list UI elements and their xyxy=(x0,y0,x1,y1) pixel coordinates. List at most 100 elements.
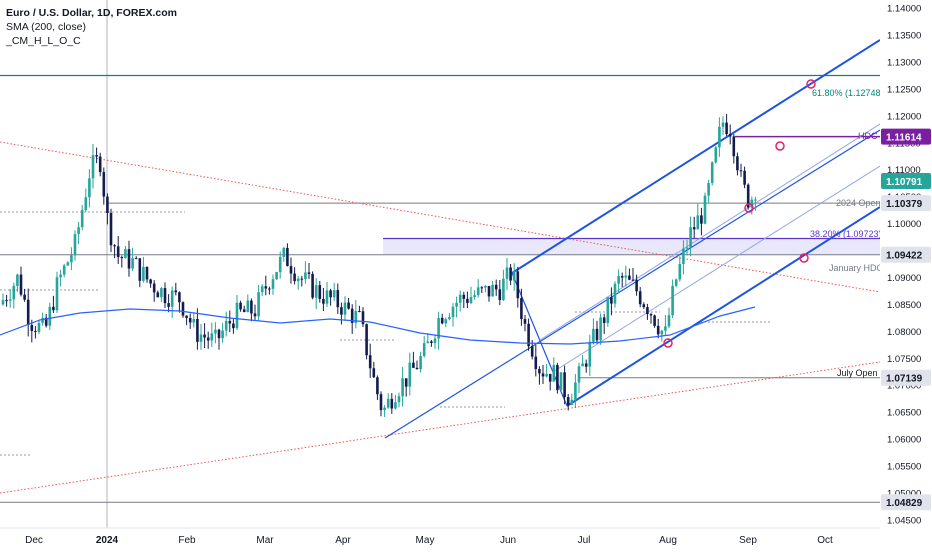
candle-body-17 xyxy=(62,265,66,275)
sma-200-line xyxy=(0,306,756,345)
candle-body-175 xyxy=(631,279,635,281)
candle-body-32 xyxy=(116,246,120,258)
fib-zone xyxy=(383,238,880,255)
candle-body-141 xyxy=(509,267,512,281)
candle-body-49 xyxy=(178,292,181,303)
candle-body-169 xyxy=(610,297,613,304)
candle-body-136 xyxy=(491,284,494,297)
candle-body-82 xyxy=(296,278,300,282)
y-tick-15: 1.12000 xyxy=(887,111,921,122)
candle-body-47 xyxy=(170,290,174,307)
x-tick-9: Sep xyxy=(739,535,757,546)
candle-body-40 xyxy=(145,266,149,280)
candle-body-109 xyxy=(394,402,397,409)
candle-body-60 xyxy=(217,329,221,339)
candle-body-37 xyxy=(134,258,138,260)
candle-body-57 xyxy=(206,337,210,341)
candle-body-33 xyxy=(120,257,124,259)
chart-legend: Euro / U.S. Dollar, 1D, FOREX.com SMA (2… xyxy=(6,6,177,48)
price-label-low-level: 1.04829 xyxy=(886,498,923,509)
candle-body-134 xyxy=(484,285,487,288)
y-tick-18: 1.13500 xyxy=(887,31,921,42)
legend-symbol: Euro / U.S. Dollar, 1D, FOREX.com xyxy=(6,7,177,19)
candle-body-98 xyxy=(354,311,358,323)
candle-body-44 xyxy=(160,288,163,298)
candle-body-143 xyxy=(516,271,520,299)
price-label-january-hdc: 1.09422 xyxy=(886,251,923,262)
level-marker-3 xyxy=(663,338,673,348)
candle-body-192 xyxy=(692,227,696,230)
candle-body-45 xyxy=(163,288,167,304)
candle-body-102 xyxy=(368,355,372,369)
candle-body-127 xyxy=(458,294,462,303)
candle-body-181 xyxy=(653,315,656,326)
candle-body-120 xyxy=(433,338,437,343)
candle-body-111 xyxy=(401,378,404,397)
candle-body-3 xyxy=(12,285,16,300)
candle-body-5 xyxy=(19,274,23,295)
channel-quarter-lower xyxy=(552,165,880,373)
candle-body-125 xyxy=(451,306,455,317)
candle-body-66 xyxy=(239,302,242,310)
candle-body-48 xyxy=(174,290,178,293)
candle-body-164 xyxy=(592,328,595,342)
candle-body-70 xyxy=(253,313,257,317)
candle-body-34 xyxy=(124,249,127,259)
candle-body-205 xyxy=(739,170,743,172)
candle-body-156 xyxy=(563,372,566,397)
y-tick-19: 1.14000 xyxy=(887,4,921,15)
candle-body-117 xyxy=(422,343,426,357)
candle-body-174 xyxy=(628,275,631,280)
price-label-bg-2024-open xyxy=(881,195,931,212)
candle-body-138 xyxy=(498,289,502,301)
candle-body-65 xyxy=(235,302,239,329)
candle-body-183 xyxy=(660,330,664,335)
candle-body-13 xyxy=(48,306,52,326)
candle-body-96 xyxy=(347,302,350,309)
candle-body-193 xyxy=(696,215,700,230)
descending-trendline xyxy=(0,141,880,293)
candle-body-67 xyxy=(242,309,246,313)
candle-body-197 xyxy=(710,162,714,184)
candle-body-116 xyxy=(419,356,422,370)
candle-body-131 xyxy=(473,295,476,298)
candle-body-43 xyxy=(156,292,160,298)
candle-body-172 xyxy=(620,276,624,278)
candle-body-184 xyxy=(664,326,667,331)
candle-body-173 xyxy=(624,275,628,278)
candle-body-99 xyxy=(358,311,361,313)
candle-body-145 xyxy=(523,319,527,324)
price-label-bg-hdc xyxy=(881,128,931,145)
channel-upper-thin xyxy=(511,39,880,274)
x-tick-2: Feb xyxy=(178,535,196,546)
candle-body-59 xyxy=(214,329,217,334)
candle-body-23 xyxy=(84,197,88,211)
candle-body-6 xyxy=(23,294,26,300)
ascending-trendline xyxy=(0,361,880,494)
candle-body-80 xyxy=(289,266,293,274)
candle-body-188 xyxy=(678,264,682,280)
price-label-bg-january-hdc xyxy=(881,246,931,263)
x-tick-5: May xyxy=(416,535,435,546)
price-label-july-open: 1.07139 xyxy=(886,374,923,385)
candle-body-79 xyxy=(286,247,289,267)
candle-body-20 xyxy=(73,234,77,256)
candle-body-150 xyxy=(541,373,545,377)
candle-body-101 xyxy=(365,324,368,356)
y-tick-17: 1.13000 xyxy=(887,57,921,68)
candle-body-74 xyxy=(268,288,271,290)
legend-script: _CM_H_L_O_C xyxy=(6,35,81,47)
level-marker-4 xyxy=(799,253,809,263)
candle-body-36 xyxy=(131,258,134,269)
candle-body-132 xyxy=(476,287,480,296)
y-tick-13: 1.11000 xyxy=(887,165,921,176)
x-tick-10: Oct xyxy=(817,535,833,546)
candle-body-54 xyxy=(196,318,199,342)
candle-body-0 xyxy=(1,300,5,305)
candle-body-142 xyxy=(512,271,516,281)
candle-body-151 xyxy=(545,373,548,377)
candle-body-9 xyxy=(34,331,37,333)
candle-body-85 xyxy=(307,272,311,274)
